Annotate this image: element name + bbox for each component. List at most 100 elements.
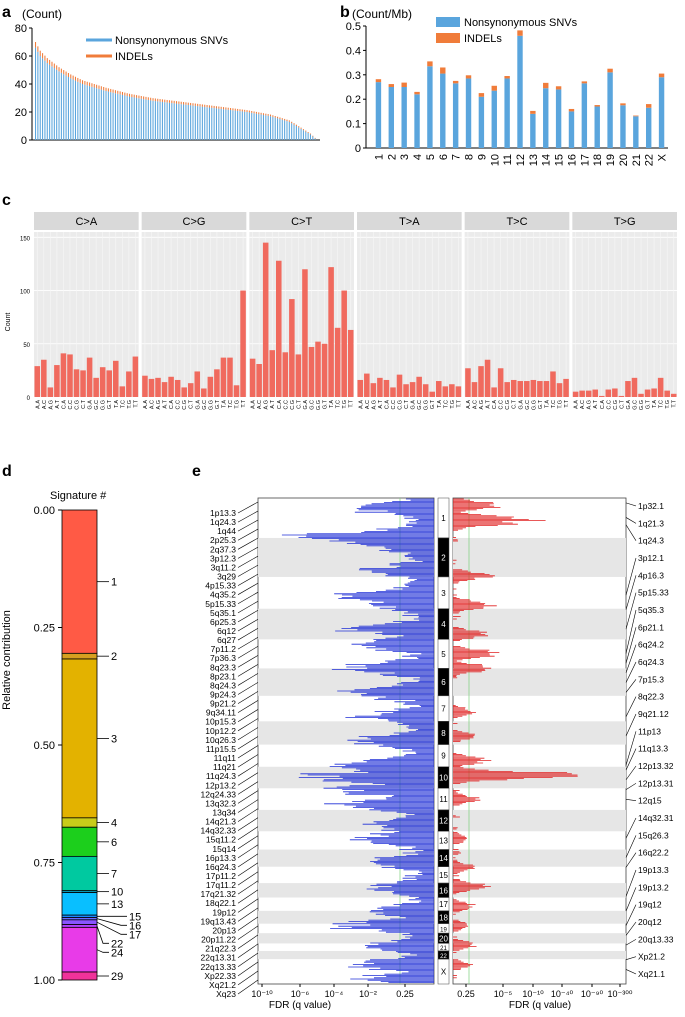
snv-bar <box>150 100 152 140</box>
context-label: G.C <box>525 400 531 410</box>
indel-bar <box>309 133 312 135</box>
indel-bar <box>314 137 316 139</box>
snv-bar <box>465 78 472 148</box>
context-label: C.G <box>613 400 619 410</box>
facet-panel <box>572 232 677 397</box>
indel-bar <box>107 88 109 92</box>
indel-bar <box>197 103 199 107</box>
snv-bar <box>291 123 293 140</box>
amplification-leader <box>625 575 637 610</box>
indel-bar <box>178 101 180 104</box>
deletion-label: 9p21.2 <box>210 699 236 709</box>
deletion-leader <box>237 682 259 695</box>
context-label: C.A <box>600 400 606 410</box>
facet-strip <box>357 212 462 230</box>
deletion-label: 13q34 <box>212 807 236 817</box>
indel-bar <box>215 106 218 109</box>
indel-bar <box>620 103 626 106</box>
panel-e-chart: 12345678910111213141516171819202122X10⁻¹… <box>201 497 674 999</box>
indel-bar <box>105 87 107 91</box>
mutation-bar <box>289 299 295 397</box>
indel-bar <box>633 115 639 117</box>
mutation-bar <box>383 379 390 397</box>
deletion-leader <box>237 835 259 850</box>
amplification-label: 6q24.3 <box>638 657 664 667</box>
snv-bar <box>298 127 300 140</box>
snv-bar <box>100 89 102 140</box>
snv-bar <box>293 124 295 140</box>
amplification-label: 20q13.33 <box>638 934 674 944</box>
chromosome-label: 13 <box>439 836 448 845</box>
indel-bar <box>375 79 382 83</box>
context-label: T.C <box>551 400 557 408</box>
indel-bar <box>157 98 159 102</box>
snv-bar <box>208 107 210 140</box>
deletion-label: 16p13.3 <box>205 853 236 863</box>
indel-bar <box>199 104 201 107</box>
panel-c-ylabel: Count <box>5 313 12 332</box>
indel-bar <box>150 97 152 101</box>
snv-bar <box>79 82 81 140</box>
indel-bar <box>248 110 250 113</box>
context-label: G.T <box>107 399 113 409</box>
mutation-bar <box>670 393 677 397</box>
x-tick-label: 16 <box>566 154 578 166</box>
chromosome-label: 6 <box>441 678 446 687</box>
mutation-bar <box>341 290 347 397</box>
panel-b-ylabel: (Count/Mb) <box>352 7 412 21</box>
mutation-bar <box>612 388 618 397</box>
snv-bar <box>192 105 194 140</box>
mutation-bar <box>585 390 592 397</box>
x-tick-label: 21 <box>631 154 643 166</box>
indel-bar <box>262 113 265 115</box>
indel-bar <box>35 42 37 48</box>
deletion-label: 18q22.1 <box>205 898 236 908</box>
snv-bar <box>201 106 203 140</box>
chrom-band <box>258 668 434 696</box>
context-label: C.C <box>68 400 74 410</box>
indel-bar <box>388 84 395 87</box>
indel-bar <box>452 80 459 84</box>
snv-bar <box>237 110 239 140</box>
context-label: C.G <box>505 400 511 410</box>
snv-bar <box>53 68 55 140</box>
context-label: T.C <box>659 400 665 408</box>
context-label: G.T <box>430 399 436 409</box>
deletion-label: 22q13.33 <box>201 962 237 972</box>
deletion-leader <box>237 916 259 931</box>
indel-bar <box>37 46 39 52</box>
mutation-bar <box>181 387 187 397</box>
signature-segment <box>61 924 98 928</box>
indel-bar <box>478 93 485 97</box>
deletion-label: 10p12.2 <box>205 726 236 736</box>
chromosome-label: 4 <box>441 620 446 629</box>
snv-bar <box>197 106 199 140</box>
indel-bar <box>70 74 72 79</box>
indel-bar <box>253 111 255 114</box>
context-label: C.C <box>606 400 612 410</box>
indel-bar <box>244 109 246 112</box>
amplification-label: 12p13.31 <box>638 778 674 788</box>
amplification-leader <box>625 869 637 897</box>
context-label: T.C <box>443 400 449 408</box>
deletion-leader <box>237 808 259 822</box>
indel-bar <box>56 65 58 70</box>
x-tick-label: 10⁻⁵ <box>494 989 513 999</box>
chrom-band <box>258 933 434 944</box>
context-label: C.T <box>296 399 302 409</box>
signature-leader <box>96 918 127 926</box>
indel-bar <box>103 86 105 91</box>
context-label: T.C <box>336 400 342 408</box>
mutation-bar <box>334 327 341 397</box>
indel-bar <box>414 91 420 95</box>
snv-bar <box>49 64 51 140</box>
amplification-label: 3p12.1 <box>638 553 664 563</box>
snv-bar <box>103 90 105 140</box>
chromosome-label: 15 <box>439 871 448 880</box>
context-label: G.A <box>303 400 309 410</box>
mutation-bar <box>207 376 214 397</box>
x-tick-label: 3 <box>399 154 411 160</box>
snv-bar <box>517 35 523 149</box>
deletion-label: 22q13.31 <box>201 953 237 963</box>
amplification-leader <box>625 783 637 790</box>
